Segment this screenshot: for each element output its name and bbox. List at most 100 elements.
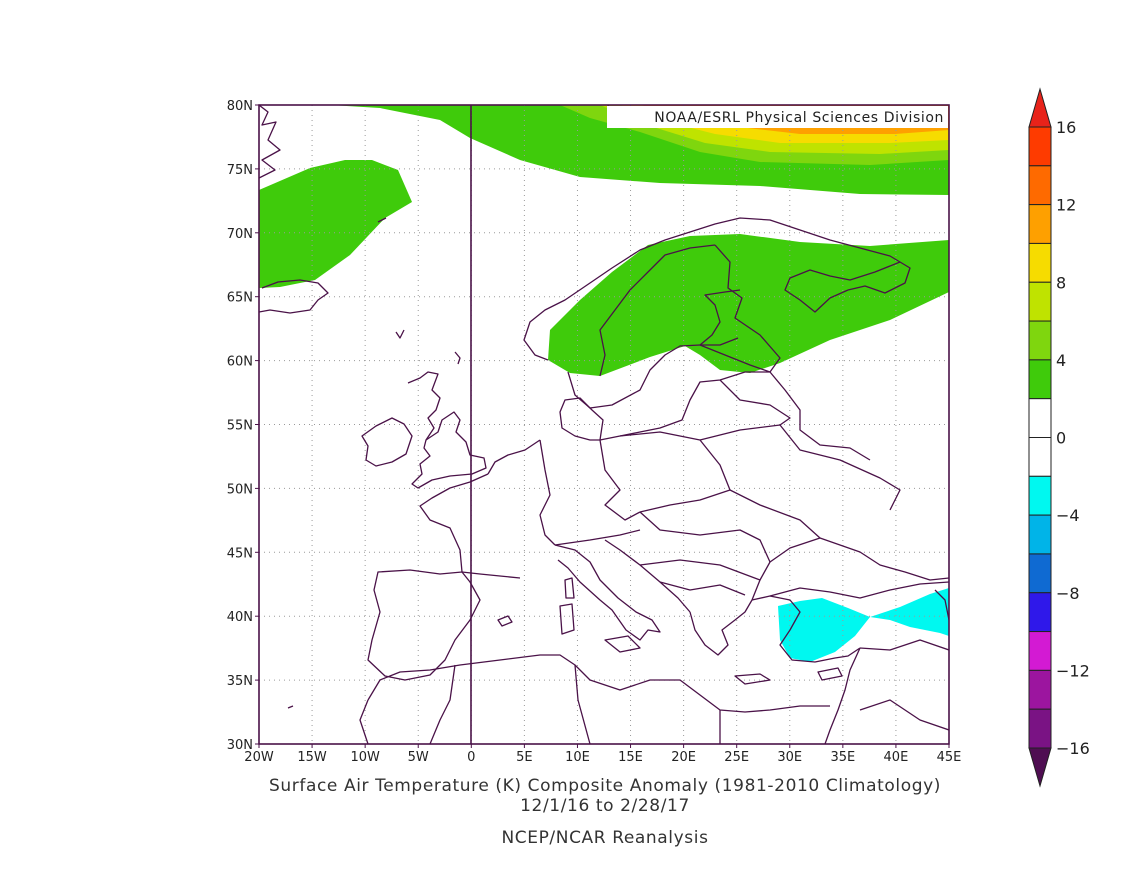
baltic-states-coast <box>599 371 770 441</box>
balearics <box>497 615 513 627</box>
map-plot-area: NOAA/ESRL Physical Sciences Division <box>259 105 949 744</box>
lon-tick-label: 20W <box>244 750 274 765</box>
lat-tick-label: 50N <box>227 482 253 497</box>
black-sea-south <box>769 581 949 599</box>
east-greenland-positive-anomaly <box>259 160 412 288</box>
colorbar-segment <box>1028 437 1052 477</box>
border-north-africa <box>429 664 456 744</box>
finland-border <box>714 244 781 373</box>
border-france-east <box>539 439 556 546</box>
credit-text: NOAA/ESRL Physical Sciences Division <box>654 110 944 126</box>
shetland <box>454 351 461 365</box>
border-middle-east-2 <box>859 699 949 731</box>
greece-coast <box>689 599 753 656</box>
lon-tick-label: 5E <box>516 750 533 765</box>
iberia-coast <box>367 569 481 681</box>
lon-tick-label: 15W <box>297 750 327 765</box>
colorbar-segment <box>1028 708 1052 749</box>
colorbar-segment <box>1028 475 1052 516</box>
colorbar-label: 4 <box>1056 351 1066 370</box>
corsica <box>564 577 575 599</box>
colorbar-segment <box>1028 514 1052 555</box>
great-britain-coast <box>411 411 487 489</box>
scotland-coast <box>407 371 441 441</box>
norway-coast <box>523 217 911 361</box>
colorbar-segment <box>1028 126 1052 167</box>
figure-title: Surface Air Temperature (K) Composite An… <box>269 776 941 796</box>
lon-tick-label: 30E <box>777 750 802 765</box>
scandinavia-positive-anomaly <box>548 234 949 376</box>
date-range: 12/1/16 to 2/28/17 <box>520 796 690 816</box>
sicily <box>604 635 641 653</box>
border-central-europe <box>639 511 771 563</box>
italy-coast <box>554 544 661 641</box>
lat-tick-label: 60N <box>227 355 253 370</box>
france-coast <box>419 473 489 573</box>
continent-north-coast <box>487 439 541 475</box>
lat-tick-label: 70N <box>227 227 253 242</box>
adriatic-east-coast <box>604 539 691 613</box>
lon-tick-label: 20E <box>671 750 696 765</box>
ireland-coast <box>361 417 413 467</box>
colorbar-segment <box>1028 242 1052 283</box>
black-sea-coast <box>759 537 949 581</box>
border-middle-east <box>859 639 949 651</box>
colorbar-label: 0 <box>1056 429 1066 448</box>
dataset-name: NCEP/NCAR Reanalysis <box>501 828 709 848</box>
border-russia-west <box>769 371 871 461</box>
africa-north-coast <box>367 654 830 713</box>
turkey-negative-anomaly <box>778 588 949 662</box>
kola-white-sea <box>784 261 901 313</box>
lat-tick-label: 75N <box>227 163 253 178</box>
sweden-norway-border <box>599 244 716 377</box>
colorbar-label: −4 <box>1056 506 1080 525</box>
lon-tick-label: 25E <box>724 750 749 765</box>
denmark-coast <box>559 397 604 441</box>
lat-tick-label: 45N <box>227 546 253 561</box>
border-austria-hungary <box>554 529 641 546</box>
lat-tick-label: 65N <box>227 291 253 306</box>
levant-coast <box>824 647 861 744</box>
turkey-coast <box>751 595 861 663</box>
colorbar-label: 12 <box>1056 196 1076 215</box>
border-baltics <box>719 379 791 426</box>
lon-tick-label: 45E <box>937 750 962 765</box>
border-north-africa-2 <box>574 664 591 744</box>
colorbar-max-arrow <box>1028 87 1052 128</box>
colorbar: 16 12 8 4 0 −4 −8 −12 −16 <box>1028 87 1090 788</box>
border-germany-east <box>599 439 641 521</box>
lon-tick-label: 0 <box>467 750 475 765</box>
border-poland <box>619 431 731 513</box>
border-ukraine-south <box>729 489 821 539</box>
colorbar-segment <box>1028 553 1052 594</box>
colorbar-label: 8 <box>1056 273 1066 292</box>
lon-tick-label: 40E <box>884 750 909 765</box>
border-balkans-2 <box>659 581 746 596</box>
colorbar-label: −12 <box>1056 661 1090 680</box>
coastlines-and-borders <box>259 105 949 744</box>
lat-tick-label: 30N <box>227 738 253 753</box>
border-belarus-ukraine <box>699 424 901 511</box>
lat-tick-label: 55N <box>227 419 253 434</box>
finland-south-coast <box>699 344 771 373</box>
colorbar-label: −16 <box>1056 739 1090 758</box>
lon-tick-label: 10W <box>350 750 380 765</box>
colorbar-min-arrow <box>1028 747 1052 788</box>
lat-tick-label: 80N <box>227 99 253 114</box>
africa-west-coast <box>359 699 369 744</box>
colorbar-segment <box>1028 165 1052 206</box>
greenland-coast <box>259 105 281 179</box>
colorbar-segment <box>1028 281 1052 322</box>
colorbar-label: −8 <box>1056 584 1080 603</box>
lon-tick-label: 35E <box>830 750 855 765</box>
crete <box>734 673 771 685</box>
colorbar-segment <box>1028 631 1052 671</box>
colorbar-segment <box>1028 204 1052 244</box>
canary-islands <box>287 705 294 709</box>
lon-tick-label: 15E <box>618 750 643 765</box>
lat-tick-label: 40N <box>227 610 253 625</box>
sardinia <box>559 603 575 635</box>
colorbar-segment <box>1028 592 1052 633</box>
iceland-coast <box>259 279 329 314</box>
